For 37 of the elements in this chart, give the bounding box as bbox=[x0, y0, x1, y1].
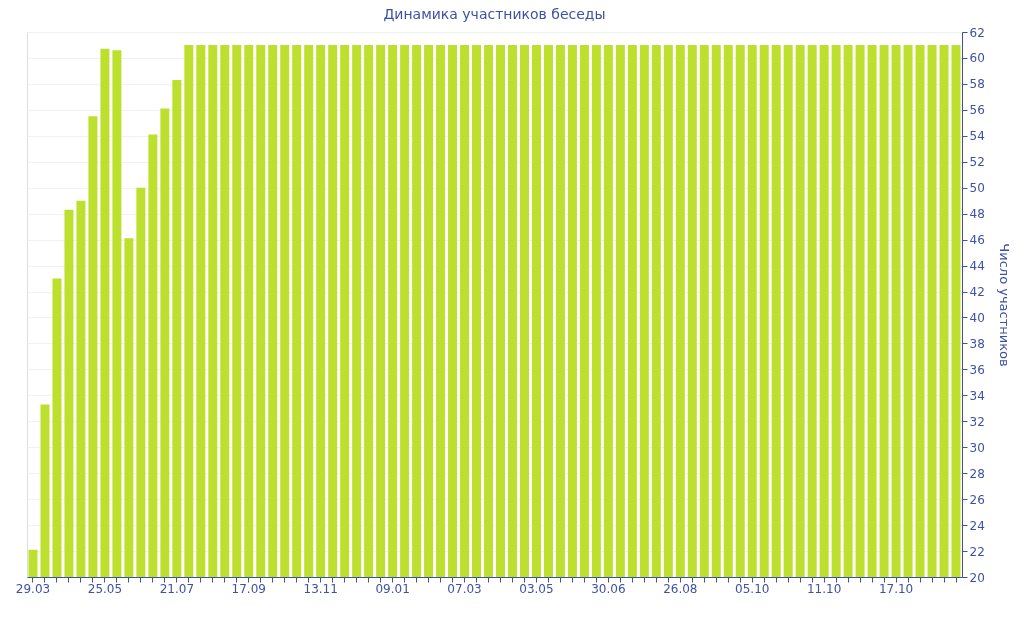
y-tick-label: 22 bbox=[969, 544, 985, 559]
y-tick-label: 30 bbox=[969, 440, 985, 455]
y-tick-label: 52 bbox=[969, 155, 985, 170]
y-tick-label: 42 bbox=[969, 285, 985, 300]
y-tick-label: 28 bbox=[969, 466, 985, 481]
x-tick-label: 17.10 bbox=[878, 581, 914, 596]
y-tick-label: 46 bbox=[969, 233, 985, 248]
y-tick-label: 40 bbox=[969, 310, 985, 325]
x-tick-label: 05.10 bbox=[735, 581, 770, 596]
y-tick-label: 36 bbox=[969, 362, 985, 377]
y-tick-label: 26 bbox=[969, 492, 985, 507]
x-tick-label: 25.05 bbox=[87, 581, 123, 596]
y-tick-label: 56 bbox=[969, 103, 985, 118]
x-tick-label: 26.08 bbox=[663, 581, 698, 596]
y-tick-label: 34 bbox=[969, 388, 985, 403]
y-tick-label: 62 bbox=[969, 25, 985, 40]
y-tick-label: 32 bbox=[969, 414, 985, 429]
y-tick-label: 54 bbox=[969, 129, 985, 144]
x-tick-label: 29.03 bbox=[15, 581, 51, 596]
x-tick-label: 03.05 bbox=[519, 581, 554, 596]
y-tick-label: 58 bbox=[969, 77, 985, 92]
x-tick-label: 11.10 bbox=[806, 581, 842, 596]
x-tick-label: 13.11 bbox=[303, 581, 338, 596]
y-tick-label: 60 bbox=[969, 51, 985, 66]
x-tick-label: 17.09 bbox=[231, 581, 266, 596]
y-tick-label: 20 bbox=[969, 570, 985, 585]
x-tick-label: 30.06 bbox=[591, 581, 626, 596]
y-axis-title: Число участников bbox=[996, 243, 1012, 367]
chart-title: Динамика участников беседы bbox=[383, 6, 606, 22]
y-tick-label: 48 bbox=[969, 207, 985, 222]
y-tick-label: 24 bbox=[969, 518, 985, 533]
y-tick-label: 50 bbox=[969, 181, 985, 196]
x-tick-label: 21.07 bbox=[159, 581, 195, 596]
x-tick-label: 07.03 bbox=[447, 581, 482, 596]
y-tick-label: 44 bbox=[969, 259, 985, 274]
y-tick-label: 38 bbox=[969, 336, 985, 351]
x-tick-label: 09.01 bbox=[375, 581, 410, 596]
